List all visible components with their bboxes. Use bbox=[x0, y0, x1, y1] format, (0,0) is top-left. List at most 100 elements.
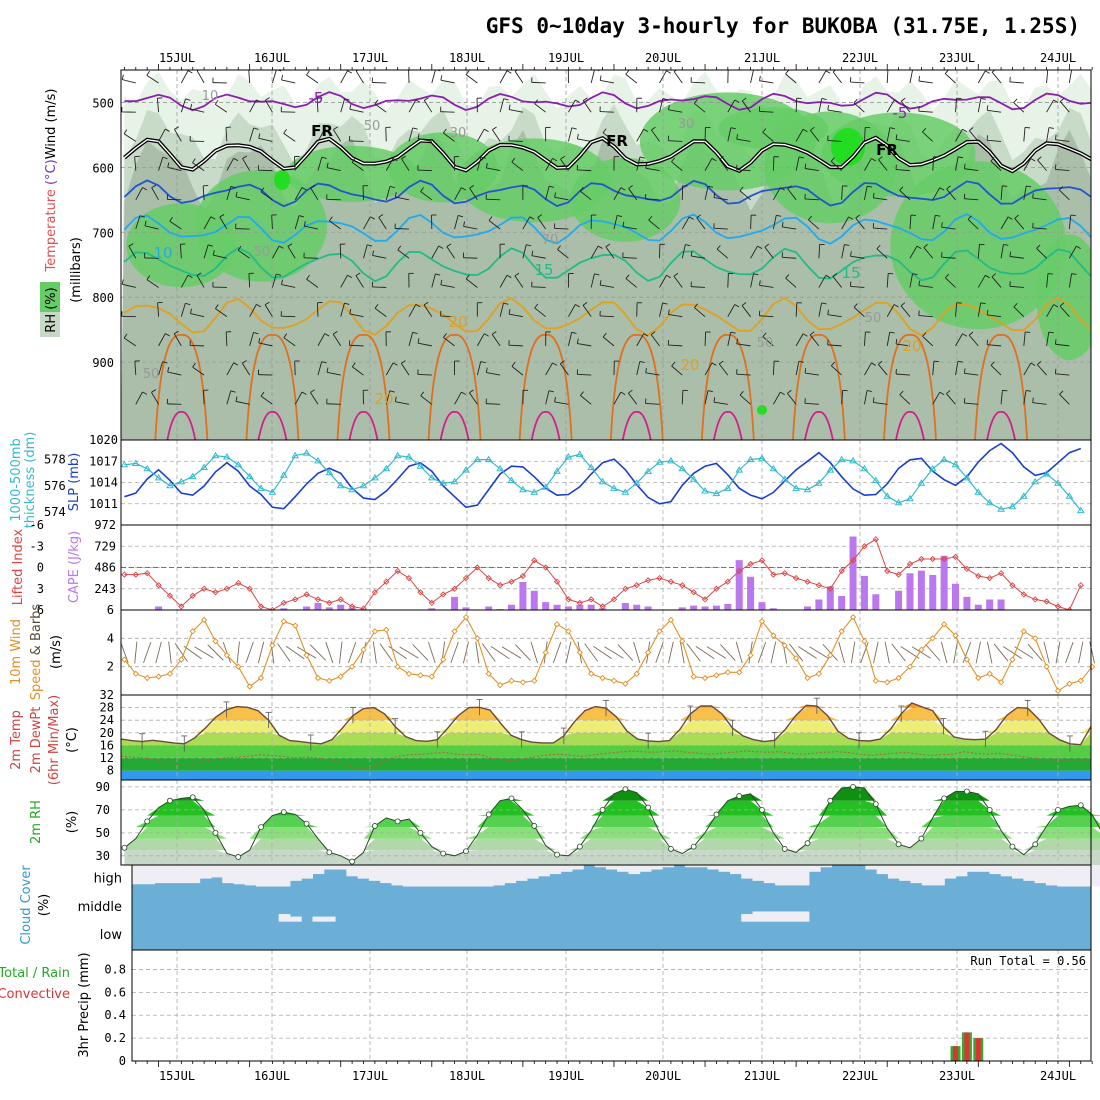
wind-barb bbox=[719, 159, 729, 171]
wind-barb bbox=[886, 127, 891, 142]
wind-barb bbox=[963, 368, 966, 374]
rh-contour-label: 50 bbox=[143, 367, 160, 382]
li-marker bbox=[200, 585, 208, 592]
wind-barb bbox=[639, 360, 645, 363]
wind-barb bbox=[443, 132, 455, 142]
wind-barb bbox=[174, 126, 180, 130]
wind-barb bbox=[985, 70, 990, 74]
wind-barb bbox=[739, 390, 744, 396]
cloud-gap bbox=[1091, 865, 1100, 887]
wind-barb bbox=[372, 286, 387, 288]
rh-marker bbox=[1077, 802, 1084, 809]
cloud-gap bbox=[335, 865, 347, 870]
wind-barb bbox=[987, 344, 1002, 347]
rh-band bbox=[124, 815, 1100, 828]
wind-barb bbox=[260, 391, 265, 397]
li-marker bbox=[508, 578, 515, 585]
wind-barb bbox=[408, 70, 410, 83]
wind-barb bbox=[264, 301, 270, 306]
wind-barb bbox=[325, 641, 334, 664]
li-marker bbox=[838, 567, 845, 575]
thickness-marker bbox=[382, 464, 391, 472]
wind-barb bbox=[235, 396, 238, 402]
wind-barb bbox=[993, 643, 1009, 662]
cape-bar bbox=[428, 608, 436, 610]
wind-barb bbox=[207, 644, 224, 661]
wind-barb bbox=[554, 196, 569, 201]
wind-barb bbox=[659, 98, 664, 113]
wind-barb bbox=[877, 364, 888, 376]
wind-marker bbox=[303, 652, 310, 659]
wind-barb bbox=[219, 214, 225, 218]
wind-barb bbox=[991, 70, 996, 73]
wind-barb bbox=[968, 331, 974, 336]
li-marker bbox=[599, 603, 606, 610]
wind-barb bbox=[235, 191, 238, 197]
temp-tick: 8 bbox=[107, 764, 114, 778]
cape-bar bbox=[564, 606, 572, 610]
cloud-gap bbox=[887, 865, 900, 879]
wind-barb bbox=[192, 366, 205, 376]
thickness-marker bbox=[735, 466, 744, 473]
wind-barb bbox=[146, 74, 159, 84]
wind-barb bbox=[431, 70, 436, 84]
precip-tick: 0.8 bbox=[104, 962, 126, 976]
wind-barb bbox=[417, 138, 432, 142]
li-marker bbox=[736, 567, 743, 575]
wind-barb bbox=[975, 641, 981, 664]
wind-barb bbox=[577, 138, 592, 142]
wind-barb bbox=[321, 361, 327, 364]
wind-barb bbox=[605, 246, 615, 259]
wind-marker bbox=[656, 628, 663, 635]
wind-barb bbox=[242, 360, 247, 364]
wind-barb bbox=[576, 133, 579, 139]
wind-barb bbox=[590, 70, 595, 84]
wind-marker bbox=[121, 656, 128, 663]
cloud-gap bbox=[605, 865, 618, 870]
wind-barb bbox=[1053, 304, 1059, 308]
wind-marker bbox=[792, 655, 800, 662]
wind-barb bbox=[317, 361, 323, 376]
rh-marker bbox=[804, 840, 811, 847]
pressure-tick: 700 bbox=[92, 226, 114, 240]
thickness-marker bbox=[279, 471, 288, 478]
wind-barb bbox=[686, 643, 701, 662]
wind-barb bbox=[878, 360, 883, 365]
wind-tick: 4 bbox=[107, 631, 114, 645]
wind-barb bbox=[1068, 245, 1077, 259]
wind-barb bbox=[486, 167, 501, 172]
rh-marker bbox=[1055, 806, 1061, 813]
wind-barb bbox=[980, 97, 986, 100]
wind-barb bbox=[939, 187, 945, 191]
wind-barb bbox=[463, 221, 465, 227]
rh-marker bbox=[667, 846, 674, 852]
wind-barb bbox=[1023, 362, 1032, 376]
wind-barb bbox=[832, 71, 843, 84]
wind-barb bbox=[144, 225, 159, 230]
wind-barb bbox=[625, 274, 630, 279]
wind-marker bbox=[451, 628, 458, 635]
cloud-gap bbox=[933, 865, 945, 886]
cloud-gap bbox=[481, 865, 494, 887]
wind-barb bbox=[916, 245, 922, 249]
wind-barb bbox=[397, 249, 410, 259]
wind-barb bbox=[1046, 70, 1049, 84]
temp-tick: 12 bbox=[100, 751, 114, 765]
wind-barb bbox=[1007, 216, 1013, 220]
wind-barb bbox=[946, 390, 951, 395]
wind-barb bbox=[785, 274, 790, 279]
cape-bar bbox=[587, 604, 595, 610]
thickness-marker bbox=[997, 505, 1005, 512]
wind-barb bbox=[764, 246, 774, 259]
thickness-marker bbox=[450, 477, 459, 485]
wind-barb bbox=[1046, 273, 1049, 288]
wind-barb bbox=[294, 391, 303, 405]
cloud-gap bbox=[820, 865, 833, 868]
thickness-marker bbox=[484, 455, 493, 463]
cloud-gap bbox=[921, 865, 934, 886]
wind-barb bbox=[301, 187, 307, 191]
wind-barb bbox=[741, 97, 747, 102]
wind-barb bbox=[253, 127, 259, 130]
rh-legend-swatch bbox=[40, 282, 60, 312]
cloud-gap bbox=[414, 865, 426, 887]
